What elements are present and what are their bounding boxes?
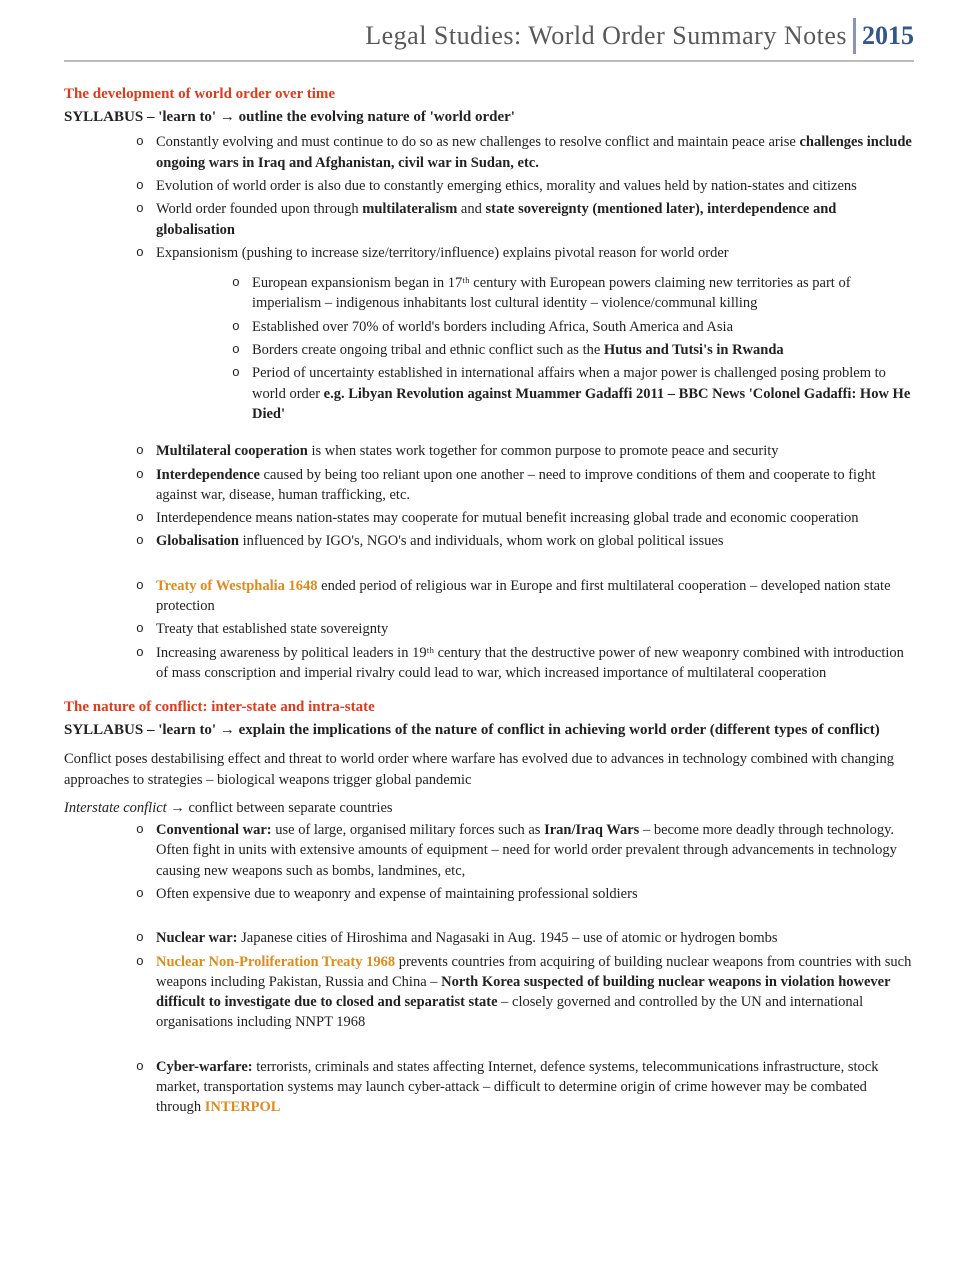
interstate-label: Interstate conflict → conflict between s… <box>64 798 914 818</box>
list-item: Borders create ongoing tribal and ethnic… <box>232 340 914 360</box>
list-item: Treaty of Westphalia 1648 ended period o… <box>136 576 914 617</box>
list-item: World order founded upon through multila… <box>136 199 914 240</box>
list-item: Increasing awareness by political leader… <box>136 643 914 684</box>
list-item: Often expensive due to weaponry and expe… <box>136 884 914 904</box>
list-item: Constantly evolving and must continue to… <box>136 132 914 173</box>
list-section-1: Constantly evolving and must continue to… <box>64 132 914 263</box>
list-section-1c: Treaty of Westphalia 1648 ended period o… <box>64 576 914 683</box>
header-year: 2015 <box>856 18 914 54</box>
list-item: Nuclear war: Japanese cities of Hiroshim… <box>136 928 914 948</box>
section-heading-1: The development of world order over time <box>64 84 914 105</box>
list-item: Multilateral cooperation is when states … <box>136 441 914 461</box>
header-title: Legal Studies: World Order Summary Notes <box>365 18 856 54</box>
section-heading-2: The nature of conflict: inter-state and … <box>64 697 914 718</box>
list-item: Globalisation influenced by IGO's, NGO's… <box>136 531 914 551</box>
list-nuclear: Nuclear war: Japanese cities of Hiroshim… <box>64 928 914 1032</box>
list-item: Interdependence caused by being too reli… <box>136 465 914 506</box>
intro-paragraph: Conflict poses destabilising effect and … <box>64 749 914 790</box>
list-item: European expansionism began in 17ᵗʰ cent… <box>232 273 914 314</box>
list-cyber: Cyber-warfare: terrorists, criminals and… <box>64 1057 914 1118</box>
sublist-expansionism: European expansionism began in 17ᵗʰ cent… <box>64 273 914 424</box>
document-page: Legal Studies: World Order Summary Notes… <box>0 0 978 1264</box>
list-item: Cyber-warfare: terrorists, criminals and… <box>136 1057 914 1118</box>
list-item: Interdependence means nation-states may … <box>136 508 914 528</box>
list-item: Nuclear Non-Proliferation Treaty 1968 pr… <box>136 952 914 1033</box>
syllabus-2: SYLLABUS – 'learn to' → explain the impl… <box>64 720 914 741</box>
list-item: Treaty that established state sovereignt… <box>136 619 914 639</box>
list-item: Established over 70% of world's borders … <box>232 317 914 337</box>
list-interstate: Conventional war: use of large, organise… <box>64 820 914 904</box>
syllabus-1: SYLLABUS – 'learn to' → outline the evol… <box>64 107 914 128</box>
list-section-1b: Multilateral cooperation is when states … <box>64 441 914 551</box>
list-item: Expansionism (pushing to increase size/t… <box>136 243 914 263</box>
page-header: Legal Studies: World Order Summary Notes… <box>64 18 914 62</box>
list-item: Conventional war: use of large, organise… <box>136 820 914 881</box>
list-item: Evolution of world order is also due to … <box>136 176 914 196</box>
list-item: Period of uncertainty established in int… <box>232 363 914 424</box>
